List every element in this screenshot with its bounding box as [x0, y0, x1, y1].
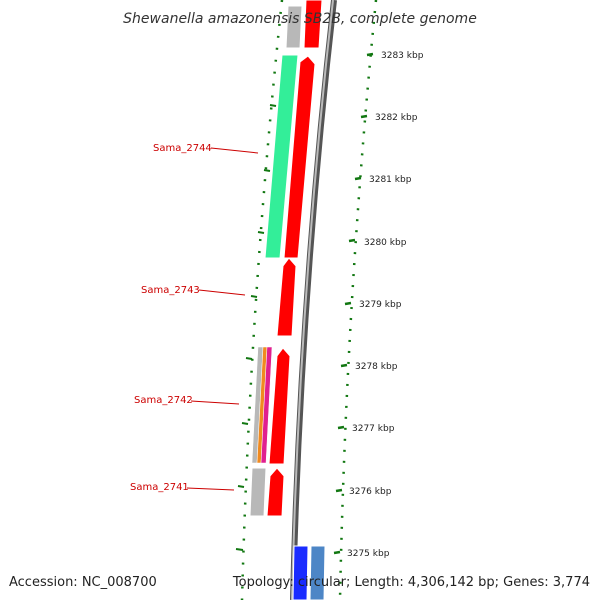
gene-label-sama-2741[interactable]: Sama_2741 — [130, 482, 189, 493]
map-title: Shewanella amazonensis SB2B, complete ge… — [123, 11, 477, 27]
inner-dash-ticks — [235, 104, 277, 551]
inner-dotted-arc — [240, 0, 284, 600]
kbp-label-3279: 3279 kbp — [359, 300, 402, 310]
kbp-label-3281: 3281 kbp — [369, 175, 412, 185]
outer-tick-marks — [333, 52, 374, 555]
backbone — [291, 0, 334, 600]
cog-block-sama-2741 — [249, 467, 267, 517]
kbp-label-3280: 3280 kbp — [364, 238, 407, 248]
gene-arrow-sama-2742 — [268, 347, 291, 465]
cog-block-sama-2744 — [264, 54, 299, 259]
kbp-label-3275: 3275 kbp — [347, 549, 390, 559]
accession-text: Accession: NC_008700 — [9, 575, 157, 590]
kbp-label-3276: 3276 kbp — [349, 487, 392, 497]
gene-label-sama-2744[interactable]: Sama_2744 — [153, 143, 212, 154]
kbp-label-3282: 3282 kbp — [375, 113, 418, 123]
gene-arrow-sama-2741 — [266, 467, 285, 517]
gene-arrow-sama-2743 — [276, 257, 297, 337]
outer-dotted-arc — [338, 0, 378, 600]
cog-block-bottom-blue — [292, 545, 309, 600]
gene-arrow-top — [303, 0, 323, 49]
gene-label-sama-2742[interactable]: Sama_2742 — [134, 395, 193, 406]
cog-block-bottom-steel — [309, 545, 326, 600]
kbp-label-3277: 3277 kbp — [352, 424, 395, 434]
backbone-shadow — [290, 0, 337, 600]
genome-summary-text: Topology: circular; Length: 4,306,142 bp… — [232, 575, 590, 590]
cog-block-sama-2742-magenta — [260, 346, 273, 464]
gene-arrow-sama-2744 — [283, 55, 316, 259]
kbp-label-3278: 3278 kbp — [355, 362, 398, 372]
kbp-label-3283: 3283 kbp — [381, 51, 424, 61]
gene-callout-lines — [186, 147, 259, 491]
cog-block-top-gray — [285, 5, 303, 49]
gene-label-sama-2743[interactable]: Sama_2743 — [141, 285, 200, 296]
